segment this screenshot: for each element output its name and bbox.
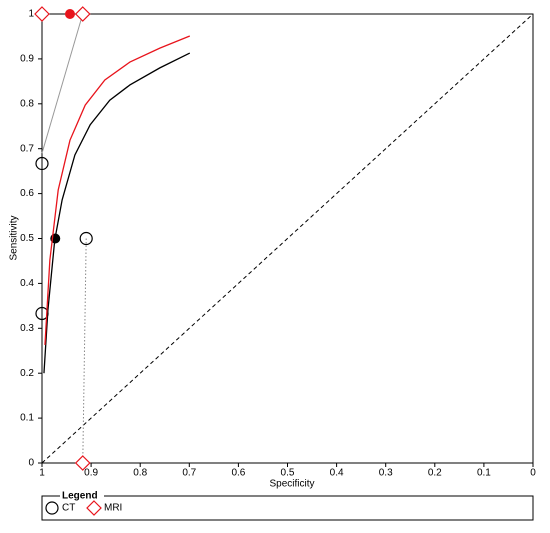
x-tick-label: 0.4 [330, 468, 344, 479]
confidence-line [82, 238, 87, 464]
x-tick-label: 1 [39, 468, 45, 479]
x-tick-label: 0 [530, 468, 536, 479]
confidence-line [41, 13, 84, 154]
legend-title: Legend [62, 491, 98, 502]
study-point [74, 6, 91, 22]
y-tick-label: 1 [28, 9, 34, 20]
y-tick-label: 0.6 [20, 188, 34, 199]
y-tick-label: 0.8 [20, 98, 34, 109]
sroc-curve [43, 52, 191, 374]
x-tick-label: 0.1 [477, 468, 491, 479]
y-tick-label: 0.5 [20, 233, 34, 244]
y-tick-label: 0.7 [20, 143, 34, 154]
y-tick-label: 0.3 [20, 323, 34, 334]
legend-marker [86, 500, 102, 516]
legend-marker [45, 501, 59, 515]
x-tick-label: 0.2 [428, 468, 442, 479]
reference-diagonal [41, 13, 534, 464]
study-point [34, 6, 50, 22]
study-point [35, 306, 49, 321]
sroc-curve [44, 35, 191, 345]
legend-label: CT [62, 503, 75, 514]
x-tick-label: 0.8 [133, 468, 147, 479]
x-axis-label: Specificity [269, 479, 314, 490]
study-point [74, 455, 91, 471]
y-axis-label: Sensitivity [9, 215, 20, 260]
y-tick-label: 0.2 [20, 368, 34, 379]
y-tick-label: 0.4 [20, 278, 34, 289]
y-tick-label: 0.9 [20, 54, 34, 65]
x-tick-label: 0.7 [182, 468, 196, 479]
x-tick-label: 0.3 [379, 468, 393, 479]
study-point [79, 231, 93, 246]
study-point [35, 156, 49, 171]
y-tick-label: 0 [28, 458, 34, 469]
legend-label: MRI [104, 503, 122, 514]
legend-box [41, 495, 534, 521]
y-tick-label: 0.1 [20, 413, 34, 424]
x-tick-label: 0.5 [281, 468, 295, 479]
summary-point [64, 9, 75, 19]
legend-title-bg [60, 490, 104, 502]
x-tick-label: 0.9 [84, 468, 98, 479]
x-tick-label: 0.6 [231, 468, 245, 479]
